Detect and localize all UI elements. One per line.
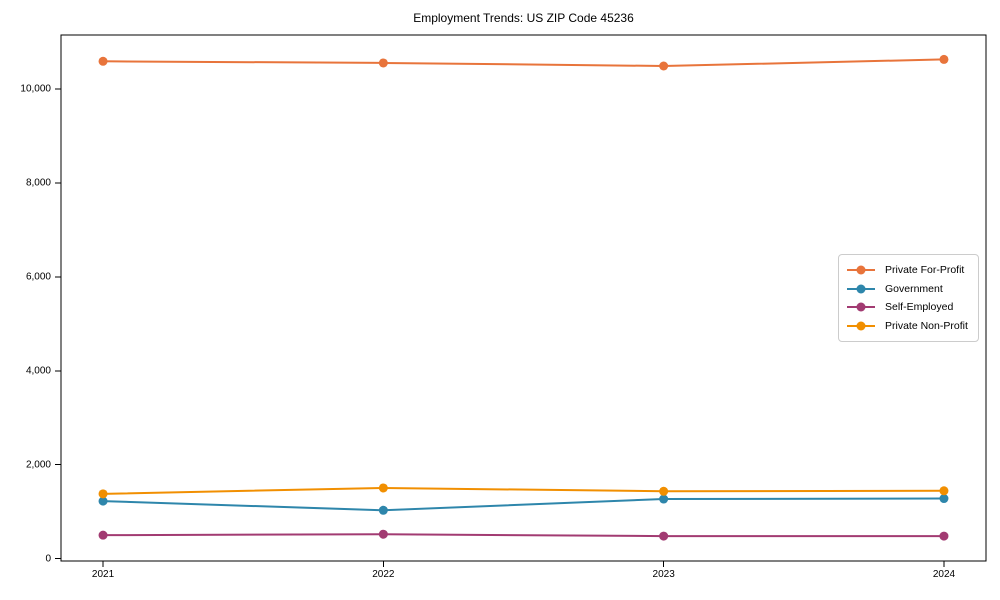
data-point-marker [378,529,388,539]
legend-line-marker-icon [847,302,875,312]
x-tick-label: 2021 [91,569,115,580]
series-line [102,497,945,512]
data-point-marker [659,531,669,541]
y-tick-label: 10,000 [20,83,51,95]
legend-item: Self-Employed [847,298,970,317]
data-point-marker [939,531,949,541]
data-point-marker [659,61,669,71]
legend-label: Government [885,282,943,295]
data-point-marker [98,496,108,506]
data-point-marker [939,494,949,504]
data-point-marker [659,494,669,504]
legend-label: Self-Employed [885,301,954,314]
plot-frame [60,34,987,562]
y-tick-label: 2,000 [25,459,51,471]
legend-line-marker-icon [847,265,875,275]
series-line [102,533,945,538]
legend-label: Private Non-Profit [885,319,968,332]
y-tick-label: 8,000 [25,177,51,189]
data-point-marker [98,56,108,66]
legend-line-marker-icon [847,284,875,294]
legend-item: Private For-Profit [847,261,970,280]
x-tick-label: 2024 [932,569,956,580]
data-point-marker [939,486,949,496]
legend-item: Government [847,280,970,299]
legend: Private For-Profit Government Self-Employe… [838,254,979,342]
data-point-marker [939,54,949,64]
data-point-marker [378,483,388,493]
series-line [102,58,945,67]
data-point-marker [98,489,108,499]
legend-line-marker-icon [847,321,875,331]
series-line [102,486,945,495]
x-tick-label: 2023 [652,569,675,580]
data-point-marker [659,486,669,496]
legend-item: Private Non-Profit [847,317,970,336]
y-tick-label: 0 [45,553,51,565]
x-tick-label: 2022 [372,569,395,580]
data-point-marker [378,58,388,68]
y-tick-label: 4,000 [25,365,51,377]
legend-label: Private For-Profit [885,264,965,277]
data-point-marker [378,505,388,515]
data-point-marker [98,530,108,540]
chart-title: Employment Trends: US ZIP Code 45236 [413,11,634,25]
y-tick-label: 6,000 [25,271,51,283]
